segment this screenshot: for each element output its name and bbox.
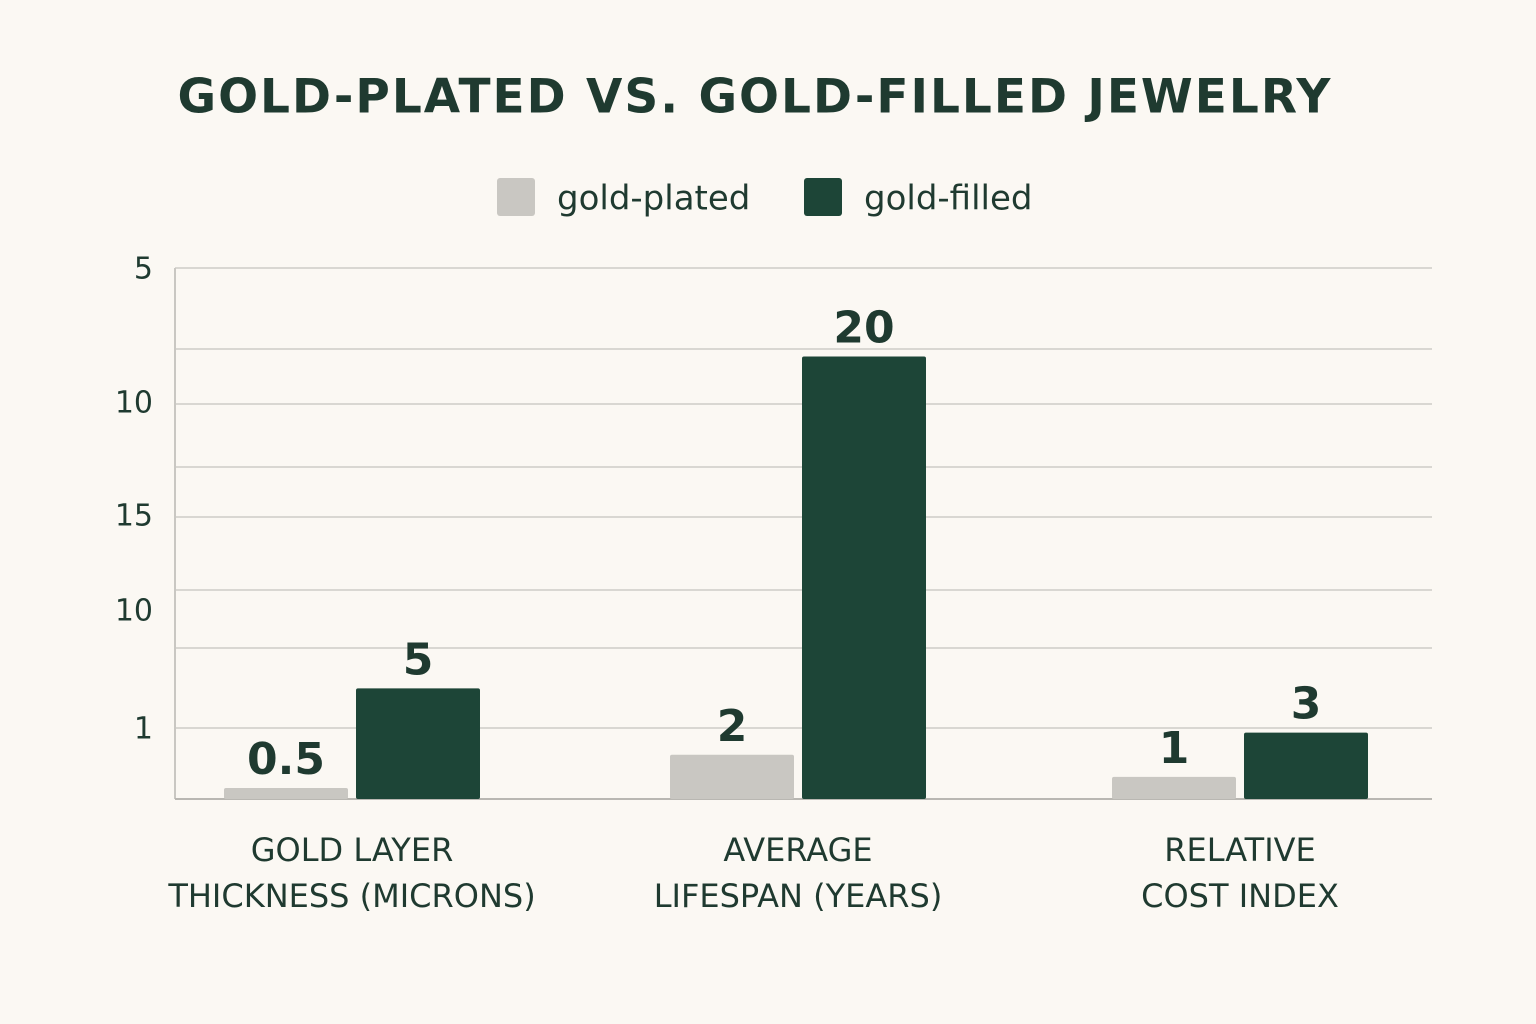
x-tick-label: RELATIVE — [1164, 831, 1316, 869]
data-label: 1 — [1159, 723, 1190, 774]
x-tick-label: LIFESPAN (YEARS) — [654, 877, 943, 915]
y-tick-label: 10 — [115, 594, 153, 629]
y-tick-label: 1 — [134, 712, 153, 747]
bar — [356, 688, 480, 799]
data-label: 3 — [1291, 679, 1322, 730]
bar — [1244, 732, 1368, 799]
data-label: 2 — [717, 701, 748, 752]
x-tick-label: GOLD LAYER — [251, 831, 454, 869]
bar — [224, 787, 348, 799]
data-label: 0.5 — [247, 734, 325, 785]
y-tick-label: 15 — [115, 499, 153, 534]
x-tick-label: AVERAGE — [723, 831, 872, 869]
chart-title: GOLD-PLATED VS. GOLD-FILLED JEWELRY — [178, 70, 1333, 125]
x-tick-label: THICKNESS (MICRONS) — [167, 877, 535, 915]
data-label: 20 — [833, 303, 894, 354]
y-tick-label: 10 — [115, 386, 153, 421]
data-label: 5 — [403, 634, 434, 685]
legend-swatch — [497, 178, 535, 216]
bar — [1112, 776, 1236, 799]
y-tick-label: 5 — [134, 252, 153, 287]
legend-label: gold-plated — [557, 179, 750, 219]
legend-label: gold-filled — [864, 179, 1033, 219]
legend-swatch — [804, 178, 842, 216]
x-tick-label: COST INDEX — [1141, 877, 1339, 915]
bar — [802, 356, 926, 799]
bar — [670, 754, 794, 799]
